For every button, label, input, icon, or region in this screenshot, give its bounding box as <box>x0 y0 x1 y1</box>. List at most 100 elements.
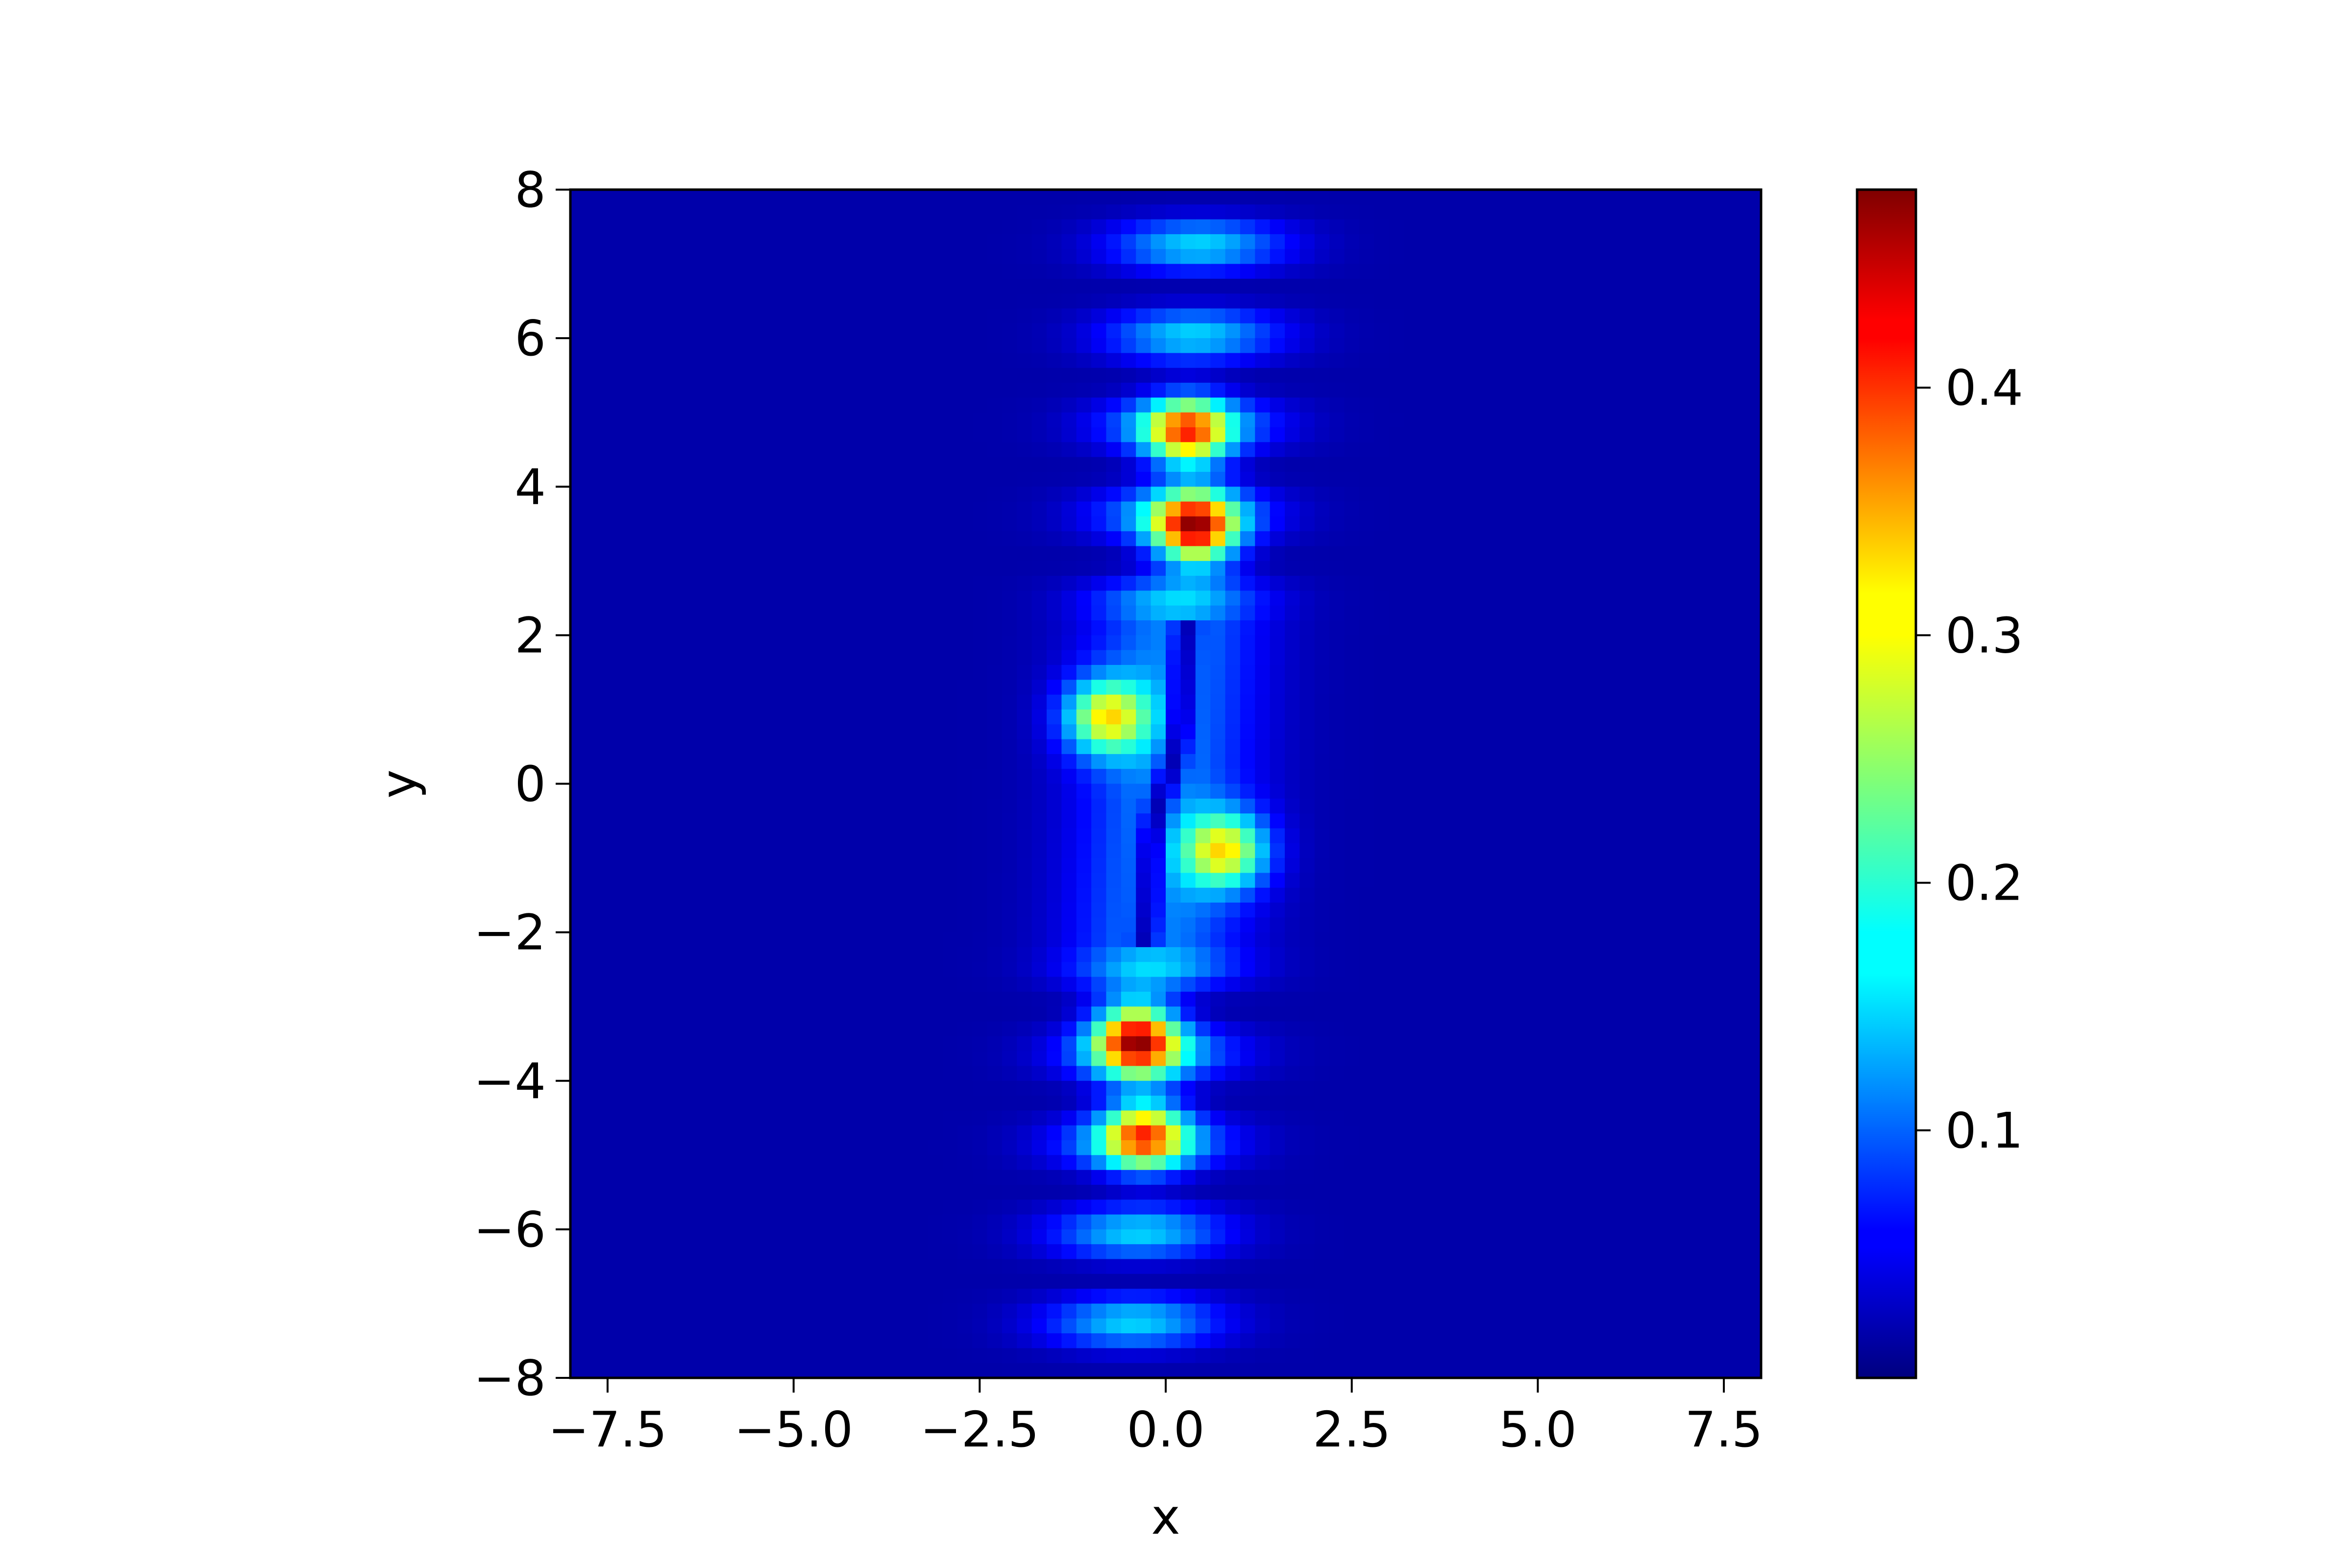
heatmap-cell <box>1047 1318 1062 1334</box>
heatmap-cell <box>793 368 809 383</box>
heatmap-cell <box>942 457 958 472</box>
heatmap-cell <box>1061 412 1077 428</box>
heatmap-cell <box>585 308 601 324</box>
heatmap-cell <box>1404 1363 1420 1378</box>
heatmap-cell <box>719 323 735 339</box>
heatmap-cell <box>1061 858 1077 874</box>
heatmap-cell <box>1255 368 1271 383</box>
heatmap-cell <box>942 471 958 488</box>
heatmap-cell <box>1374 264 1390 279</box>
heatmap-cell <box>1270 754 1285 769</box>
heatmap-cell <box>1151 887 1166 903</box>
heatmap-cell <box>689 338 705 354</box>
heatmap-cell <box>719 887 735 903</box>
heatmap-cell <box>1076 234 1092 250</box>
heatmap-cell <box>1151 828 1166 844</box>
heatmap-cell <box>674 576 690 591</box>
heatmap-cell <box>838 1363 854 1378</box>
heatmap-cell <box>660 338 675 354</box>
heatmap-cell <box>1121 962 1137 978</box>
heatmap-cell <box>1478 1200 1494 1215</box>
heatmap-cell <box>957 769 973 784</box>
heatmap-cell <box>1031 1140 1047 1156</box>
heatmap-cell <box>898 1348 913 1364</box>
heatmap-cell <box>1359 650 1375 665</box>
heatmap-cell <box>674 249 690 265</box>
heatmap-cell <box>1002 739 1018 755</box>
heatmap-cell <box>615 1184 631 1200</box>
heatmap-cell <box>570 1140 586 1156</box>
heatmap-cell <box>674 1363 690 1378</box>
heatmap-cell <box>823 1021 839 1037</box>
heatmap-cell <box>853 605 869 621</box>
heatmap-cell <box>660 264 675 279</box>
heatmap-cell <box>838 917 854 933</box>
heatmap-cell <box>898 383 913 398</box>
heatmap-cell <box>719 754 735 769</box>
heatmap-cell <box>719 1096 735 1111</box>
heatmap-cell <box>779 1125 794 1141</box>
heatmap-cell <box>674 383 690 398</box>
heatmap-cell <box>689 887 705 903</box>
heatmap-cell <box>749 516 764 532</box>
heatmap-cell <box>600 427 615 443</box>
heatmap-cell <box>928 843 943 858</box>
heatmap-cell <box>704 1229 720 1245</box>
heatmap-cell <box>942 1200 958 1215</box>
heatmap-cell <box>1240 1363 1256 1378</box>
heatmap-cell <box>1031 724 1047 740</box>
heatmap-cell <box>1091 531 1107 547</box>
heatmap-cell <box>1031 487 1047 502</box>
heatmap-cell <box>704 813 720 829</box>
heatmap-cell <box>615 1036 631 1052</box>
heatmap-cell <box>779 917 794 933</box>
heatmap-cell <box>1359 531 1375 547</box>
heatmap-cell <box>987 1051 1003 1067</box>
heatmap-cell <box>1404 887 1420 903</box>
heatmap-cell <box>1433 1259 1449 1274</box>
heatmap-cell <box>868 947 883 963</box>
heatmap-cell <box>942 308 958 324</box>
heatmap-cell <box>1299 724 1315 740</box>
heatmap-cell <box>1389 873 1404 888</box>
heatmap-cell <box>644 754 661 769</box>
heatmap-cell <box>912 843 928 858</box>
heatmap-cell <box>1419 903 1434 918</box>
heatmap-cell <box>1240 1214 1256 1230</box>
heatmap-cell <box>1061 605 1077 621</box>
heatmap-cell <box>957 903 973 918</box>
heatmap-cell <box>1255 917 1271 933</box>
heatmap-cell <box>615 338 631 354</box>
heatmap-cell <box>898 1318 913 1334</box>
heatmap-cell <box>1463 650 1479 665</box>
heatmap-cell <box>928 1080 943 1096</box>
heatmap-cell <box>853 576 869 591</box>
heatmap-cell <box>570 442 586 458</box>
heatmap-cell <box>1151 323 1166 339</box>
heatmap-cell <box>1404 471 1420 488</box>
heatmap-cell <box>1314 635 1330 651</box>
heatmap-cell <box>1180 1363 1196 1378</box>
heatmap-cell <box>600 873 615 888</box>
heatmap-cell <box>734 873 750 888</box>
heatmap-cell <box>644 1080 661 1096</box>
heatmap-cell <box>1047 457 1062 472</box>
heatmap-cell <box>1344 798 1360 814</box>
heatmap-cell <box>1151 873 1166 888</box>
heatmap-cell <box>1166 457 1181 472</box>
heatmap-cell <box>660 887 675 903</box>
heatmap-cell <box>1448 1155 1464 1171</box>
heatmap-cell <box>868 917 883 933</box>
heatmap-cell <box>972 605 988 621</box>
heatmap-cell <box>853 828 869 844</box>
heatmap-cell <box>779 620 794 636</box>
heatmap-cell <box>912 1184 928 1200</box>
heatmap-cell <box>1299 1200 1315 1215</box>
heatmap-cell <box>838 1200 854 1215</box>
heatmap-cell <box>615 1155 631 1171</box>
heatmap-cell <box>1061 977 1077 992</box>
heatmap-cell <box>660 323 675 339</box>
heatmap-cell <box>1195 1289 1211 1304</box>
heatmap-cell <box>1285 1184 1300 1200</box>
heatmap-cell <box>1359 858 1375 874</box>
